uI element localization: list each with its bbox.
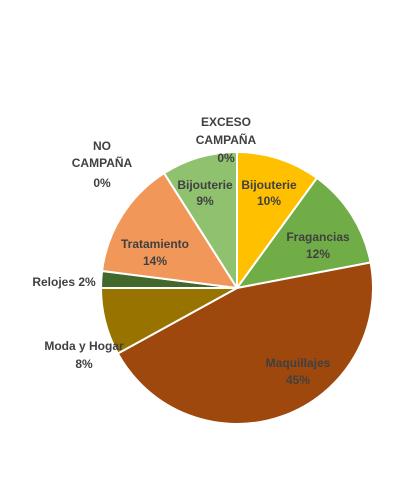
label-moda-hogar-name: Moda y Hogar bbox=[44, 339, 124, 353]
label-no-campana-line1: NO bbox=[93, 139, 111, 153]
label-fragancias-name: Fragancias bbox=[286, 230, 350, 244]
label-fragancias-value: 12% bbox=[306, 247, 330, 261]
pie-slices bbox=[99, 151, 374, 425]
label-no-campana-value: 0% bbox=[93, 176, 111, 190]
label-moda-hogar-value: 8% bbox=[75, 357, 93, 371]
label-exceso-campana-line2: CAMPAÑA bbox=[196, 132, 257, 147]
label-bijouterie-10-value: 10% bbox=[257, 194, 281, 208]
label-exceso-campana-line1: EXCESO bbox=[201, 115, 251, 129]
label-bijouterie-9-name: Bijouterie bbox=[177, 178, 233, 192]
label-maquillajes-value: 45% bbox=[286, 373, 310, 387]
label-relojes: Relojes 2% bbox=[32, 275, 96, 289]
slice-fragancias-1 bbox=[236, 176, 372, 289]
slice-tratamiento-5 bbox=[101, 172, 238, 289]
label-tratamiento-name: Tratamiento bbox=[121, 237, 189, 251]
slice-bijouterie-0 bbox=[236, 151, 318, 289]
slice-maquillajes-2 bbox=[116, 261, 374, 425]
pie-labels: Bijouterie 10% Fragancias 12% Maquillaje… bbox=[32, 115, 350, 387]
label-maquillajes-name: Maquillajes bbox=[266, 356, 331, 370]
label-bijouterie-9-value: 9% bbox=[196, 194, 214, 208]
label-exceso-campana-value: 0% bbox=[217, 151, 235, 165]
label-tratamiento-value: 14% bbox=[143, 254, 167, 268]
label-no-campana-line2: CAMPAÑA bbox=[72, 155, 133, 170]
label-bijouterie-10-name: Bijouterie bbox=[241, 178, 297, 192]
slice-bijouterie-6 bbox=[163, 151, 238, 289]
